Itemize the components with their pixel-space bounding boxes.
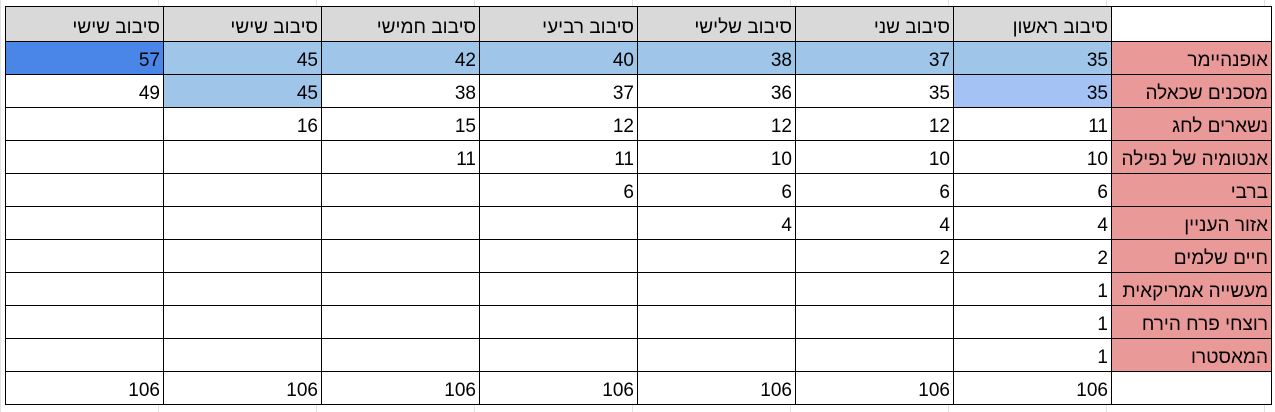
row-label: המאסטרו	[1111, 338, 1272, 372]
empty-cell	[5, 272, 164, 306]
corner-cell	[1111, 6, 1272, 42]
row-label: מסכנים שכאלה	[1111, 74, 1272, 108]
empty-cell	[5, 206, 164, 240]
empty-cell	[479, 338, 638, 372]
value-cell: 11	[479, 140, 638, 174]
total-cell: 106	[321, 371, 480, 405]
total-cell: 106	[795, 371, 954, 405]
row-label: אזור העניין	[1111, 206, 1272, 240]
empty-cell	[637, 239, 796, 273]
total-cell: 106	[163, 371, 322, 405]
empty-cell	[5, 239, 164, 273]
value-cell: 11	[321, 140, 480, 174]
empty-cell	[5, 107, 164, 141]
empty-cell	[479, 239, 638, 273]
value-cell: 1	[953, 272, 1112, 306]
value-cell: 10	[795, 140, 954, 174]
empty-cell	[637, 272, 796, 306]
empty-cell	[479, 206, 638, 240]
empty-cell	[163, 140, 322, 174]
total-cell: 106	[953, 371, 1112, 405]
value-cell: 12	[637, 107, 796, 141]
row-label: רוצחי פרח הירח	[1111, 305, 1272, 339]
total-cell: 106	[5, 371, 164, 405]
empty-cell	[163, 305, 322, 339]
column-header: סיבוב שלישי	[637, 6, 796, 42]
value-cell: 4	[637, 206, 796, 240]
value-cell: 57	[5, 41, 164, 75]
empty-cell	[321, 206, 480, 240]
value-cell: 10	[953, 140, 1112, 174]
value-cell: 35	[953, 74, 1112, 108]
column-header: סיבוב חמישי	[321, 6, 480, 42]
value-cell: 37	[795, 41, 954, 75]
value-cell: 11	[953, 107, 1112, 141]
value-cell: 1	[953, 305, 1112, 339]
value-cell: 16	[163, 107, 322, 141]
empty-cell	[479, 305, 638, 339]
column-header: סיבוב ראשון	[953, 6, 1112, 42]
empty-cell	[637, 305, 796, 339]
empty-cell	[163, 338, 322, 372]
row-label: אופנהיימר	[1111, 41, 1272, 75]
value-cell: 6	[795, 173, 954, 207]
empty-cell	[795, 305, 954, 339]
corner-cell	[1111, 371, 1272, 405]
value-cell: 35	[953, 41, 1112, 75]
value-cell: 49	[5, 74, 164, 108]
value-cell: 2	[953, 239, 1112, 273]
value-cell: 37	[479, 74, 638, 108]
empty-cell	[321, 338, 480, 372]
value-cell: 42	[321, 41, 480, 75]
value-cell: 36	[637, 74, 796, 108]
value-cell: 6	[953, 173, 1112, 207]
value-cell: 6	[479, 173, 638, 207]
row-label: אנטומיה של נפילה	[1111, 140, 1272, 174]
empty-cell	[5, 173, 164, 207]
value-cell: 12	[479, 107, 638, 141]
empty-cell	[163, 272, 322, 306]
value-cell: 2	[795, 239, 954, 273]
column-header: סיבוב שישי	[5, 6, 164, 42]
total-cell: 106	[637, 371, 796, 405]
empty-cell	[321, 173, 480, 207]
row-label: נשארים לחג	[1111, 107, 1272, 141]
value-cell: 1	[953, 338, 1112, 372]
empty-cell	[479, 272, 638, 306]
value-cell: 4	[795, 206, 954, 240]
row-label: מעשייה אמריקאית	[1111, 272, 1272, 306]
column-header: סיבוב רביעי	[479, 6, 638, 42]
value-cell: 4	[953, 206, 1112, 240]
empty-cell	[321, 272, 480, 306]
empty-cell	[163, 239, 322, 273]
value-cell: 45	[163, 41, 322, 75]
total-cell: 106	[479, 371, 638, 405]
column-header: סיבוב שישי	[163, 6, 322, 42]
empty-cell	[795, 272, 954, 306]
empty-cell	[163, 173, 322, 207]
value-cell: 15	[321, 107, 480, 141]
empty-cell	[5, 338, 164, 372]
row-label: ברבי	[1111, 173, 1272, 207]
column-header: סיבוב שני	[795, 6, 954, 42]
empty-cell	[795, 338, 954, 372]
empty-cell	[5, 305, 164, 339]
value-cell: 38	[321, 74, 480, 108]
value-cell: 12	[795, 107, 954, 141]
value-cell: 6	[637, 173, 796, 207]
value-cell: 10	[637, 140, 796, 174]
value-cell: 38	[637, 41, 796, 75]
empty-cell	[321, 239, 480, 273]
empty-cell	[637, 338, 796, 372]
value-cell: 35	[795, 74, 954, 108]
empty-cell	[163, 206, 322, 240]
value-cell: 40	[479, 41, 638, 75]
empty-cell	[5, 140, 164, 174]
empty-cell	[321, 305, 480, 339]
value-cell: 45	[163, 74, 322, 108]
row-label: חיים שלמים	[1111, 239, 1272, 273]
